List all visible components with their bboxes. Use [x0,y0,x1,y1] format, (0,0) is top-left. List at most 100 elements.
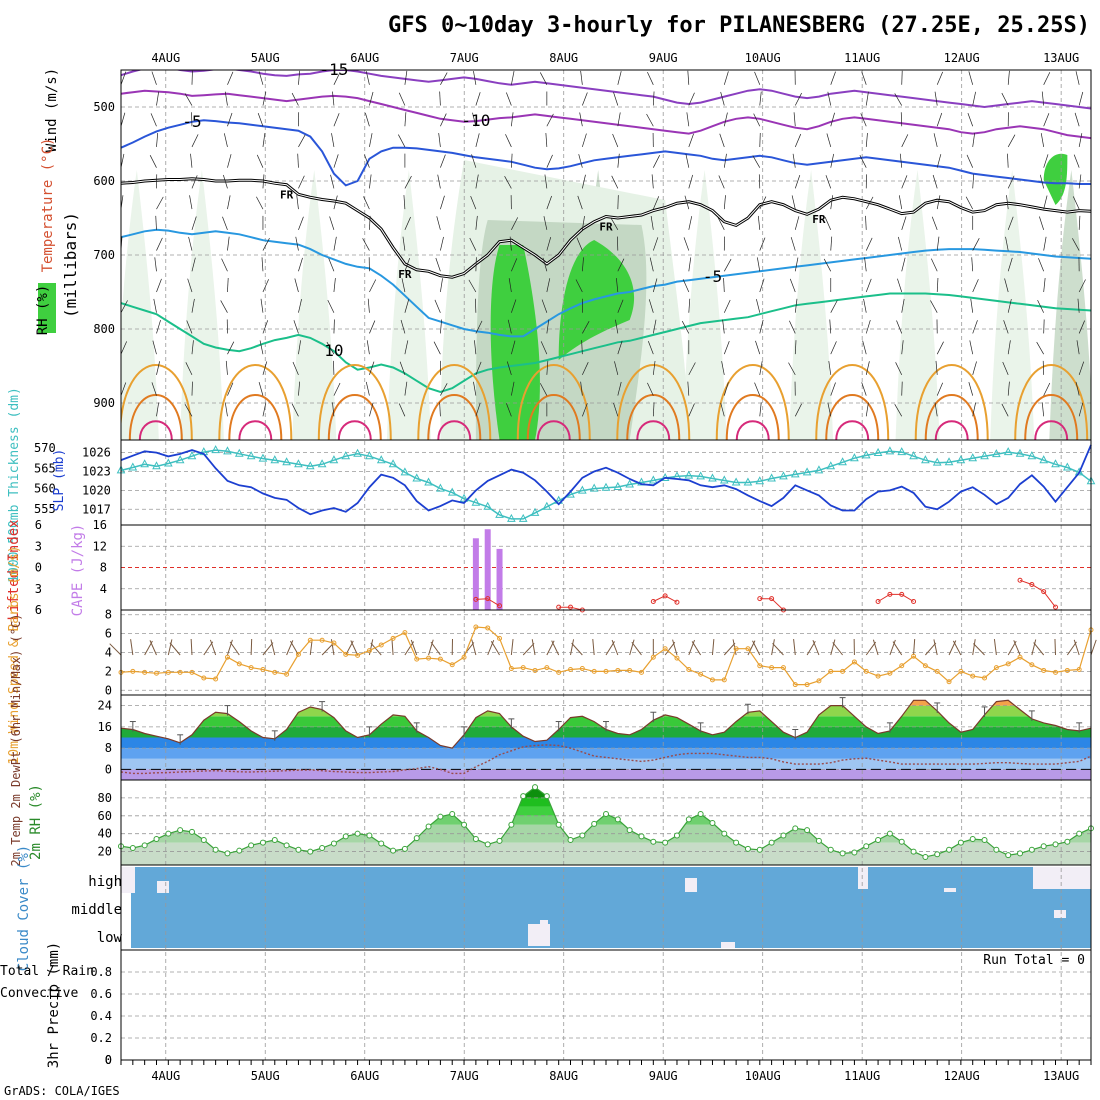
cloud-level-label: high [88,874,122,890]
wind-barb [582,174,586,189]
wind-barb [297,153,299,168]
wind-barb [1078,174,1082,189]
wind-barb-10m [832,642,843,656]
day-label-bottom: 5AUG [251,1069,280,1083]
lifted-index-point [1029,582,1035,587]
wind-barb-10m [913,639,916,656]
wind-barb [227,341,235,355]
warm-isotherm [327,394,382,440]
wind-speed-point [828,668,834,674]
wind-barb [1043,195,1048,210]
wind-barb [155,215,157,230]
temp-band [121,705,1091,717]
cloud-gap [858,867,868,889]
wind-barb [401,278,406,293]
isotherm-line [121,228,1091,338]
day-label-top: 12AUG [944,51,980,65]
wind-barb-10m [752,640,761,656]
rh-point [603,811,609,817]
wind-barb [617,112,621,127]
wind-speed-point [780,665,786,671]
wind-speed-point [887,670,893,676]
wind-barb [829,319,832,334]
wind-barb [830,341,837,355]
pressure-tick: 800 [93,322,115,336]
rh-point [756,846,763,853]
wind-barb [262,174,265,189]
wind-barb-10m [892,641,903,656]
wind-barb [1076,340,1080,355]
thickness-point [980,451,989,460]
rh-point [957,839,964,846]
wind-barb-10m [1054,638,1057,656]
wind-barb [544,174,548,189]
wind-barb-10m [490,641,500,656]
wind-speed-point [686,667,692,672]
upper-wind-axis-label: Wind (m/s) [44,68,60,152]
temp-band [121,700,1091,706]
wind-barb [184,93,193,106]
thickness-point [294,459,303,468]
wind-barb [788,362,796,376]
thickness-point [459,493,469,502]
wind-barb [295,236,299,251]
wind-axis-label: 10m Wind Speed & Barbs (m/s) [7,545,22,764]
wind-barb [511,299,517,313]
wind-barb [936,382,944,396]
wind-barb [615,319,619,334]
wind-barb [1007,381,1010,396]
wind-barb [617,340,623,355]
upper-pressure-axis-label: (millibars) [61,212,80,318]
warm-isotherm [735,420,770,440]
wind-barb [506,361,512,375]
wind-barb [332,402,335,417]
wind-barb [1005,236,1009,251]
wind-barb [825,175,832,189]
rh-point [1028,846,1035,853]
wind-barb [227,112,233,127]
warm-isotherm [715,364,790,440]
wind-barb [439,91,441,106]
thickness-point [802,467,812,476]
wind-barb [936,278,939,293]
thickness-tick: 560 [34,482,56,496]
wind-speed-point [1005,661,1011,667]
wind-barb [1043,154,1049,168]
wind-barb [546,360,549,375]
isotherm-line [121,292,1091,393]
wind-barb [575,279,583,293]
precip-total-legend: Total / Rain [0,964,94,979]
wind-barb [901,134,909,148]
thickness-point [968,453,978,462]
rh-region-moist [1043,153,1068,205]
slp-tick: 1023 [82,464,111,478]
wind-barb [723,278,725,293]
wind-speed-point [1029,662,1035,668]
thickness-point [1051,459,1060,468]
rh-point [484,841,491,848]
freezing-level-line-inner [121,178,1091,278]
wind-barb [581,257,584,272]
wind-barb [718,175,725,189]
lifted-index-line [877,593,914,602]
cape-bar [496,548,503,610]
wind-barb [1007,134,1016,148]
day-label-bottom: 13AUG [1043,1069,1079,1083]
rh-point [910,848,917,855]
rh-point [851,849,858,856]
lifted-index-point [674,599,680,605]
wind-barb [435,257,441,272]
wind-barb [404,70,408,85]
wind-barb [757,215,761,230]
rh-point [555,821,562,828]
rh-plume [292,170,337,440]
wind-barb [652,402,655,417]
wind-barb-10m [551,640,560,656]
wind-barb-10m [149,640,157,656]
thickness-point [223,446,232,455]
wind-barb [504,175,512,189]
wind-barb [828,360,832,375]
wind-speed-point [603,668,609,674]
wind-barb [546,195,552,210]
wind-speed-point [745,646,751,652]
